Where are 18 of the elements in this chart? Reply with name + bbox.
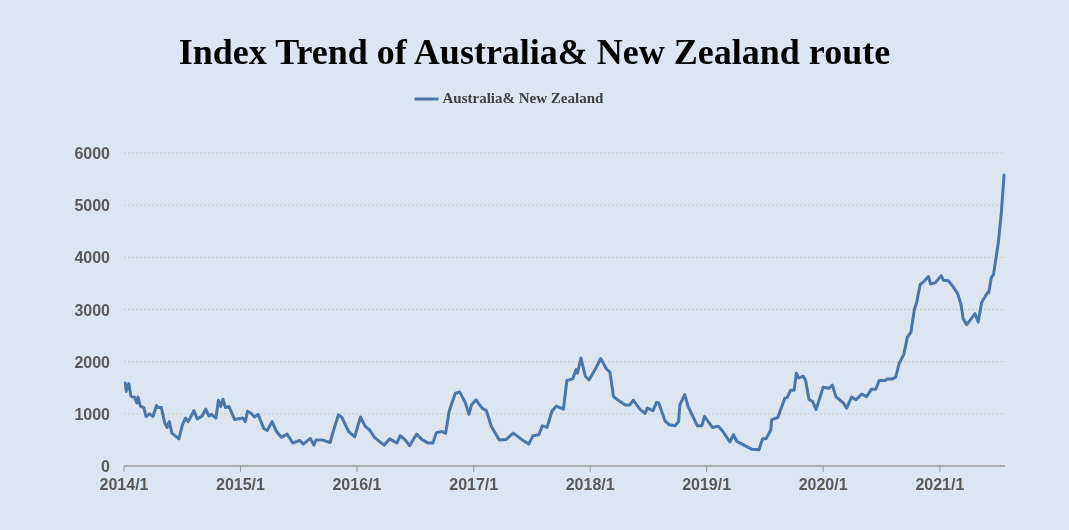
y-tick-label: 3000 xyxy=(74,301,111,319)
chart-title: Index Trend of Australia& New Zealand route xyxy=(178,32,891,72)
y-tick-label: 5000 xyxy=(74,197,111,215)
line-series xyxy=(123,173,1006,452)
x-tick-label: 2021/1 xyxy=(915,476,965,493)
y-tick-label: 1000 xyxy=(74,405,111,423)
x-tick-label: 2016/1 xyxy=(332,476,382,493)
x-tick-label: 2014/1 xyxy=(99,476,149,493)
x-tick-label: 2020/1 xyxy=(798,476,848,493)
y-tick-label: 2000 xyxy=(74,353,111,371)
y-tick-label: 6000 xyxy=(74,145,111,162)
legend-label: Australia& New Zealand xyxy=(442,90,604,106)
x-tick-label: 2018/1 xyxy=(565,476,615,493)
y-tick-label: 4000 xyxy=(74,249,111,267)
x-tick-label: 2015/1 xyxy=(216,476,266,493)
x-tick-label: 2019/1 xyxy=(682,476,732,493)
y-tick-label: 0 xyxy=(101,458,111,475)
x-tick-label: 2017/1 xyxy=(449,476,499,493)
